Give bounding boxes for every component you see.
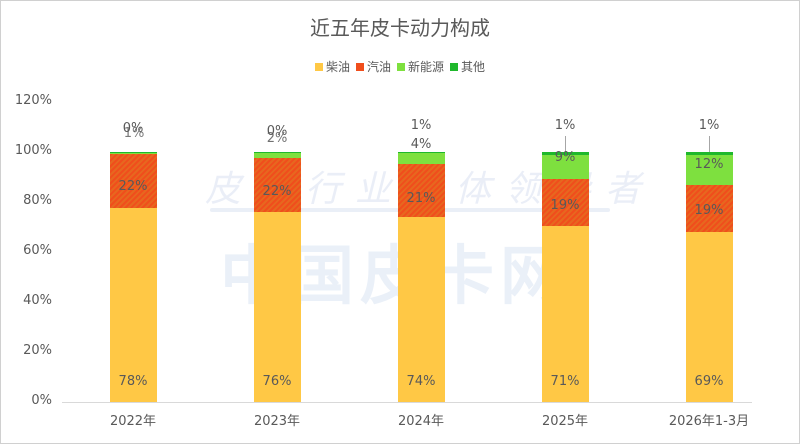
label-diesel-2024: 74% — [406, 374, 436, 389]
label-diesel-2022: 78% — [118, 374, 148, 389]
legend-swatch-diesel — [314, 62, 323, 71]
y-tick-40: 40% — [23, 293, 52, 308]
x-axis-line — [62, 402, 752, 403]
bar-2025[interactable] — [542, 152, 589, 402]
label-diesel-2025: 71% — [550, 374, 580, 389]
segment-new-energy — [110, 153, 157, 154]
segment-new-energy — [686, 155, 733, 185]
label-other-2024: 1% — [410, 118, 432, 133]
label-gas-2026: 19% — [694, 203, 724, 218]
x-label-2026-q1: 2026年1-3月 — [668, 414, 750, 429]
legend-swatch-gasoline — [355, 62, 364, 71]
segment-diesel — [686, 232, 733, 402]
label-other-2023: 0% — [266, 124, 288, 139]
segment-diesel — [110, 208, 157, 402]
segment-diesel — [254, 212, 301, 402]
bar-2022[interactable] — [110, 152, 157, 402]
legend-label: 柴油 — [325, 60, 350, 74]
legend-item-diesel[interactable]: 柴油 — [314, 58, 350, 75]
x-label-2024: 2024年 — [397, 414, 445, 429]
y-tick-80: 80% — [23, 193, 52, 208]
segment-other — [542, 152, 589, 155]
label-nev-2022: 1% — [123, 126, 145, 141]
segment-new-energy — [254, 153, 301, 158]
label-other-2026: 1% — [698, 118, 720, 133]
legend-swatch-other — [450, 62, 459, 71]
label-other-2025: 1% — [554, 118, 576, 133]
legend-swatch-new-energy — [397, 62, 405, 71]
x-label-2023: 2023年 — [253, 414, 301, 429]
label-nev-2025: 9% — [554, 150, 576, 165]
label-gas-2023: 22% — [262, 184, 292, 199]
label-other-2022: 0% — [122, 121, 144, 136]
segment-gasoline — [686, 185, 733, 232]
chart-legend: 柴油 汽油 新能源 其他 — [0, 58, 800, 75]
legend-item-gasoline[interactable]: 汽油 — [355, 58, 391, 75]
y-tick-20: 20% — [23, 343, 52, 358]
legend-label: 其他 — [461, 60, 486, 74]
segment-diesel — [542, 226, 589, 402]
legend-item-new-energy[interactable]: 新能源 — [397, 58, 444, 75]
y-tick-120: 120% — [14, 93, 52, 108]
segment-diesel — [398, 217, 445, 402]
segment-gasoline — [110, 154, 157, 208]
label-diesel-2026: 69% — [694, 374, 724, 389]
x-label-2022: 2022年 — [109, 414, 157, 429]
legend-label: 汽油 — [366, 60, 391, 74]
leader-line-2026 — [709, 136, 710, 152]
label-gas-2025: 19% — [550, 198, 580, 213]
label-diesel-2023: 76% — [262, 374, 292, 389]
bar-2026-q1[interactable] — [686, 152, 733, 402]
chart-title: 近五年皮卡动力构成 — [310, 16, 490, 40]
segment-other — [254, 152, 301, 153]
label-nev-2024: 4% — [410, 137, 432, 152]
segment-other — [686, 152, 733, 155]
x-label-2025: 2025年 — [541, 414, 589, 429]
segment-gasoline — [254, 158, 301, 212]
label-gas-2022: 22% — [118, 179, 148, 194]
segment-new-energy — [398, 153, 445, 164]
y-tick-0: 0% — [31, 393, 52, 408]
y-tick-100: 100% — [14, 143, 52, 158]
legend-item-other[interactable]: 其他 — [450, 58, 485, 75]
label-gas-2024: 21% — [406, 191, 436, 206]
label-nev-2026: 12% — [694, 157, 724, 172]
label-nev-2023: 2% — [266, 131, 288, 146]
segment-gasoline — [542, 179, 589, 226]
bar-2024[interactable] — [398, 152, 445, 402]
leader-line-2025 — [565, 136, 566, 152]
legend-label: 新能源 — [408, 60, 445, 74]
segment-other — [398, 152, 445, 153]
segment-other — [110, 152, 157, 153]
y-tick-60: 60% — [23, 243, 52, 258]
segment-gasoline — [398, 164, 445, 217]
bar-2023[interactable] — [254, 152, 301, 402]
segment-new-energy — [542, 155, 589, 179]
